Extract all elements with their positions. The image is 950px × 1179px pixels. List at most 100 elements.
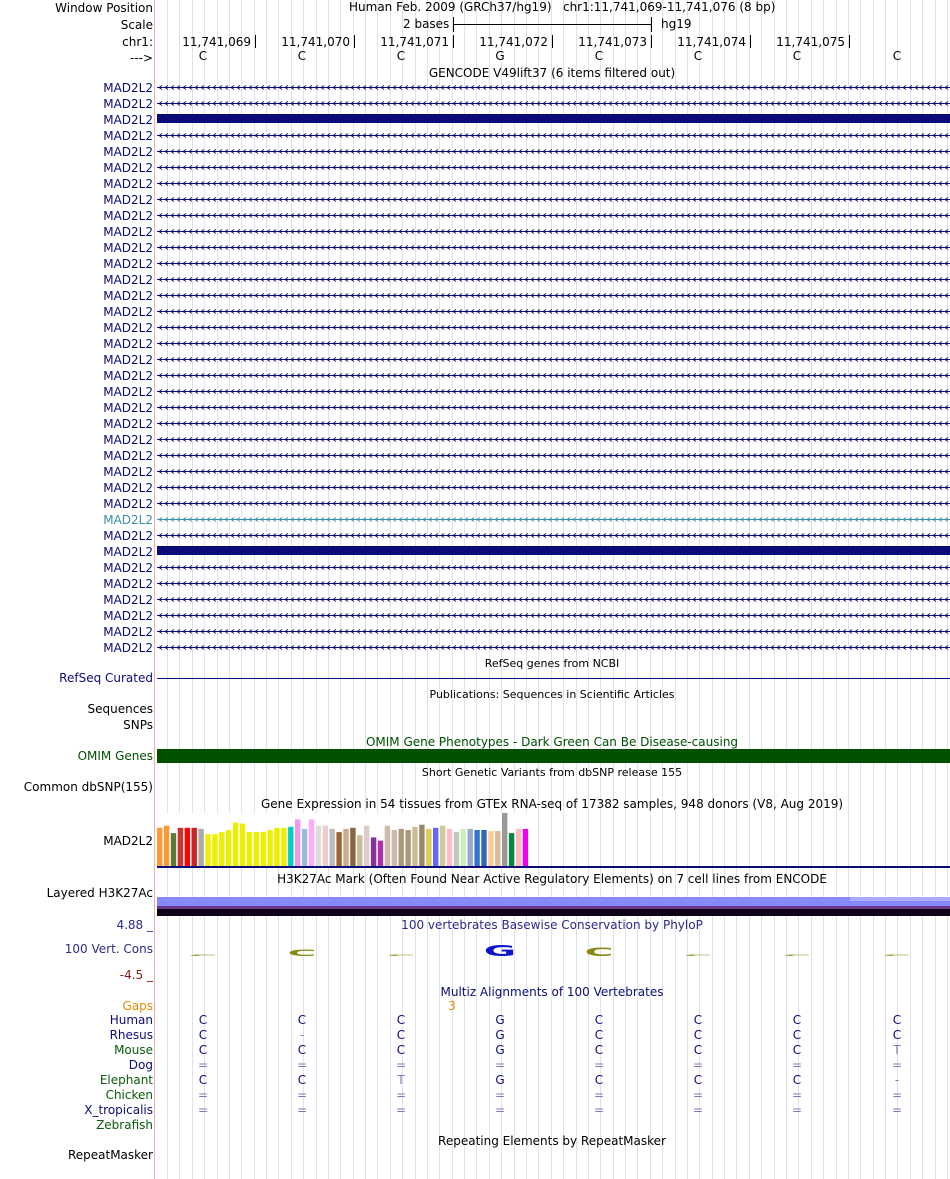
gencode-gene-label[interactable]: MAD2L2	[103, 241, 153, 255]
omim-track-title[interactable]: OMIM Gene Phenotypes - Dark Green Can Be…	[365, 735, 739, 749]
multiz-species-label[interactable]: Zebrafish	[96, 1118, 153, 1132]
gtex-tissue-bar[interactable]	[246, 832, 253, 866]
gencode-gene-label[interactable]: MAD2L2	[103, 337, 153, 351]
gencode-gene-label[interactable]: MAD2L2	[103, 625, 153, 639]
gtex-tissue-bar[interactable]	[253, 832, 259, 866]
gencode-intron-line[interactable]	[157, 99, 950, 108]
gencode-intron-line[interactable]	[157, 435, 950, 444]
gencode-gene-label[interactable]: MAD2L2	[103, 177, 153, 191]
gencode-intron-line[interactable]	[157, 515, 950, 524]
gencode-gene-label[interactable]: MAD2L2	[103, 641, 153, 655]
gencode-gene-label[interactable]: MAD2L2	[103, 513, 153, 527]
gencode-intron-line[interactable]	[157, 467, 950, 476]
gencode-gene-label[interactable]: MAD2L2	[103, 577, 153, 591]
gtex-tissue-bar[interactable]	[267, 830, 273, 866]
gencode-intron-line[interactable]	[157, 499, 950, 508]
gtex-tissue-bar[interactable]	[515, 828, 522, 866]
gencode-intron-line[interactable]	[157, 355, 950, 364]
gencode-gene-label[interactable]: MAD2L2	[103, 497, 153, 511]
gencode-intron-line[interactable]	[157, 387, 950, 396]
gencode-gene-label[interactable]: MAD2L2	[103, 225, 153, 239]
gencode-gene-label[interactable]: MAD2L2	[103, 353, 153, 367]
gtex-tissue-bar[interactable]	[439, 825, 446, 866]
multiz-species-label[interactable]: Dog	[128, 1058, 153, 1072]
gtex-tissue-bar[interactable]	[433, 827, 439, 866]
gencode-intron-line[interactable]	[157, 371, 950, 380]
gtex-tissue-bar[interactable]	[481, 830, 487, 866]
phylop-base-logo[interactable]: C	[288, 948, 317, 959]
phylop-base-logo[interactable]: C	[585, 945, 614, 959]
gtex-tissue-bar[interactable]	[495, 831, 501, 866]
gtex-track-title[interactable]: Gene Expression in 54 tissues from GTEx …	[260, 797, 844, 811]
gtex-tissue-bar[interactable]	[191, 827, 197, 866]
omim-track-label[interactable]: OMIM Genes	[77, 749, 153, 763]
phylop-base-logo[interactable]: C	[189, 954, 218, 956]
gencode-gene-label[interactable]: MAD2L2	[103, 609, 153, 623]
gtex-tissue-bar[interactable]	[205, 834, 211, 866]
gtex-tissue-bar[interactable]	[336, 832, 342, 866]
gtex-tissue-bar[interactable]	[260, 832, 266, 866]
gencode-gene-label[interactable]: MAD2L2	[103, 97, 153, 111]
gencode-gene-label[interactable]: MAD2L2	[103, 209, 153, 223]
gtex-tissue-bar[interactable]	[274, 827, 280, 866]
gencode-exon-block[interactable]	[157, 546, 950, 555]
gencode-intron-line[interactable]	[157, 227, 950, 236]
gtex-tissue-bar[interactable]	[350, 827, 356, 866]
gtex-tissue-bar[interactable]	[446, 828, 453, 866]
gtex-tissue-bar[interactable]	[177, 827, 184, 866]
gencode-gene-label[interactable]: MAD2L2	[103, 273, 153, 287]
multiz-species-label[interactable]: Chicken	[105, 1088, 153, 1102]
gencode-intron-line[interactable]	[157, 307, 950, 316]
gencode-gene-label[interactable]: MAD2L2	[103, 305, 153, 319]
gencode-gene-label[interactable]: MAD2L2	[103, 401, 153, 415]
gencode-intron-line[interactable]	[157, 531, 950, 540]
gencode-intron-line[interactable]	[157, 451, 950, 460]
gencode-gene-label[interactable]: MAD2L2	[103, 129, 153, 143]
repeatmasker-track-label[interactable]: RepeatMasker	[67, 1148, 153, 1162]
multiz-species-label[interactable]: X_tropicalis	[84, 1103, 153, 1117]
omim-gene-block[interactable]	[157, 749, 950, 763]
gtex-tissue-bar[interactable]	[343, 828, 349, 866]
gtex-tissue-bar[interactable]	[281, 827, 287, 866]
gencode-intron-line[interactable]	[157, 403, 950, 412]
gencode-intron-line[interactable]	[157, 323, 950, 332]
gtex-tissue-bar[interactable]	[184, 827, 190, 866]
gtex-tissue-bar[interactable]	[226, 830, 232, 866]
gtex-tissue-bar[interactable]	[315, 825, 322, 866]
phylop-base-logo[interactable]: C	[387, 954, 416, 956]
gencode-gene-label[interactable]: MAD2L2	[103, 465, 153, 479]
gtex-tissue-bar[interactable]	[405, 830, 411, 866]
gtex-tissue-bar[interactable]	[329, 828, 335, 866]
gtex-tissue-bar[interactable]	[170, 833, 177, 866]
gtex-tissue-bar[interactable]	[239, 823, 246, 866]
gencode-track-title[interactable]: GENCODE V49lift37 (6 items filtered out)	[428, 66, 676, 80]
multiz-track-title[interactable]: Multiz Alignments of 100 Vertebrates	[440, 985, 664, 999]
gencode-gene-label[interactable]: MAD2L2	[103, 257, 153, 271]
gencode-gene-label[interactable]: MAD2L2	[103, 417, 153, 431]
gtex-tissue-bar[interactable]	[295, 819, 301, 866]
gencode-gene-label[interactable]: MAD2L2	[103, 481, 153, 495]
gencode-intron-line[interactable]	[157, 595, 950, 604]
gencode-intron-line[interactable]	[157, 243, 950, 252]
phylop-track-title[interactable]: 100 vertebrates Basewise Conservation by…	[401, 918, 703, 932]
gencode-gene-label[interactable]: MAD2L2	[103, 529, 153, 543]
gencode-intron-line[interactable]	[157, 131, 950, 140]
gencode-intron-line[interactable]	[157, 339, 950, 348]
phylop-base-logo[interactable]: C	[684, 954, 713, 956]
gtex-tissue-bar[interactable]	[364, 825, 370, 866]
phylop-base-logo[interactable]: C	[783, 954, 812, 956]
gencode-gene-label[interactable]: MAD2L2	[103, 449, 153, 463]
gtex-tissue-bar[interactable]	[508, 833, 515, 866]
gencode-intron-line[interactable]	[157, 275, 950, 284]
repeatmasker-track-title[interactable]: Repeating Elements by RepeatMasker	[438, 1134, 666, 1148]
gencode-gene-label[interactable]: MAD2L2	[103, 369, 153, 383]
gencode-intron-line[interactable]	[157, 419, 950, 428]
gencode-intron-line[interactable]	[157, 211, 950, 220]
gtex-tissue-bar[interactable]	[219, 832, 225, 866]
gencode-intron-line[interactable]	[157, 291, 950, 300]
gencode-exon-block[interactable]	[157, 114, 950, 123]
publications-track-title[interactable]: Publications: Sequences in Scientific Ar…	[429, 688, 675, 701]
sequences-track-label[interactable]: Sequences	[87, 702, 153, 716]
gtex-tissue-bar[interactable]	[377, 840, 384, 866]
